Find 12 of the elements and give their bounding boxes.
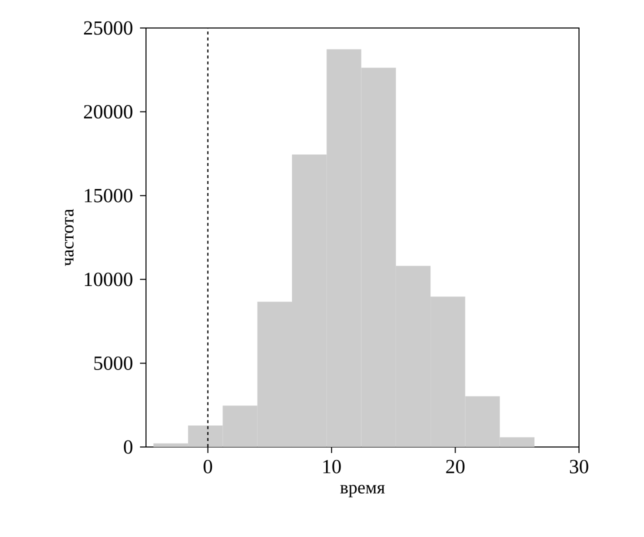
x-tick-label: 10 (323, 460, 341, 474)
y-tick-label: 15000 (84, 188, 132, 202)
y-tick-label: 0 (124, 440, 132, 454)
x-tick-label: 30 (570, 460, 588, 474)
y-tick-label: 20000 (84, 105, 132, 119)
x-tick-label: 20 (446, 460, 465, 474)
y-tick-label: 10000 (84, 272, 132, 286)
y-tick-label: 25000 (84, 21, 132, 35)
y-axis-title: частота (64, 208, 74, 266)
y-tick-label: 5000 (94, 356, 132, 370)
x-axis-title: время (340, 484, 385, 498)
x-tick-label: 0 (204, 460, 212, 474)
